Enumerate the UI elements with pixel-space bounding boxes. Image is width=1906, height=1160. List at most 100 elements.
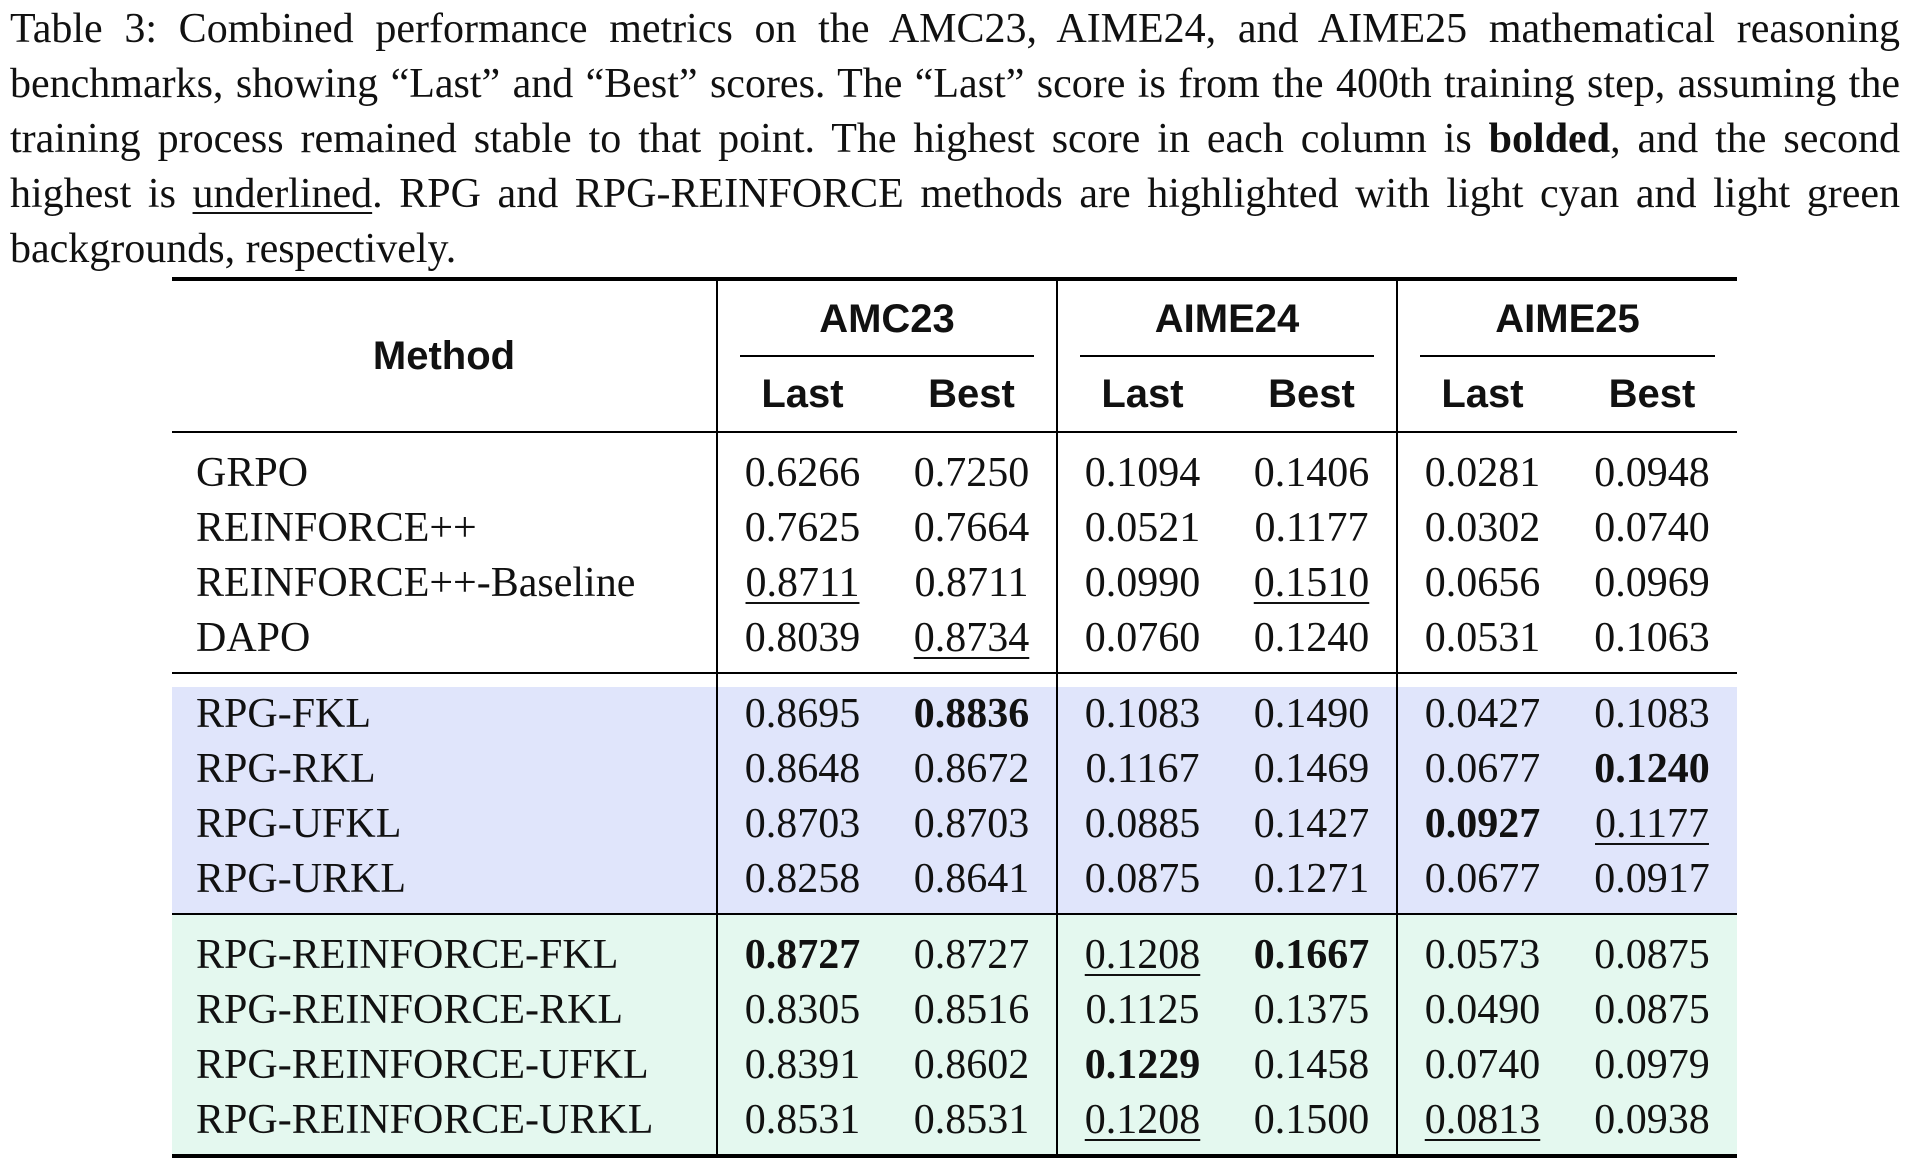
value-cell: 0.1240 [1253,615,1370,661]
table-caption: Table 3: Combined performance metrics on… [10,2,1900,277]
group-header-amc23: AMC23 [716,279,1057,357]
value-cell-second-best: 0.1177 [1595,801,1709,847]
section-spacer [172,913,1737,928]
table-row: RPG-REINFORCE-URKL 0.8531 0.8531 0.1208 … [172,1093,1737,1148]
caption-text-2: , and the second highest is [10,116,1900,217]
value-cell-second-best: 0.8711 [745,560,860,606]
value-cell-second-best: 0.1208 [1084,932,1201,978]
value-cell: 0.8641 [887,852,1057,907]
value-cell: 0.8039 [716,611,887,666]
value-cell: 0.1469 [1227,742,1397,797]
method-cell: RPG-REINFORCE-UFKL [172,1038,717,1093]
value-cell: 0.8727 [887,928,1057,983]
table-row: RPG-REINFORCE-RKL 0.8305 0.8516 0.1125 0… [172,983,1737,1038]
section-spacer [172,431,1737,446]
caption-underlined-word: underlined [192,171,373,217]
value-cell: 0.0677 [1396,742,1567,797]
value-cell-second-best: 0.0813 [1424,1097,1541,1143]
value-cell-best: 0.8727 [716,928,887,983]
group-header-aime25: AIME25 [1396,279,1737,357]
value-cell: 0.1500 [1227,1093,1397,1148]
value-cell: 0.1427 [1227,797,1397,852]
method-cell: GRPO [196,450,309,496]
caption-text-3: . RPG and RPG-REINFORCE methods are high… [10,171,1901,272]
method-cell: RPG-UFKL [172,797,717,852]
value-cell: 0.8305 [716,983,887,1038]
table-row: RPG-REINFORCE-UFKL 0.8391 0.8602 0.1229 … [172,1038,1737,1093]
value-cell: 0.0875 [1567,983,1737,1038]
results-table: Method AMC23 AIME24 AIME25 Last Best Las… [172,277,1737,1158]
section-spacer [172,672,1737,687]
value-cell-best: 0.8836 [887,687,1057,742]
method-cell: REINFORCE++ [196,505,477,551]
value-cell: 0.0760 [1056,611,1227,666]
value-cell: 0.1271 [1227,852,1397,907]
value-cell: 0.8703 [716,797,887,852]
caption-bold-word: bolded [1488,116,1611,162]
value-cell: 0.1167 [1056,742,1227,797]
value-cell: 0.8531 [887,1093,1057,1148]
value-cell: 0.0521 [1056,501,1227,556]
value-cell: 0.8695 [716,687,887,742]
method-column-header: Method [372,333,516,378]
value-cell: 0.0740 [1396,1038,1567,1093]
value-cell: 0.8672 [887,742,1057,797]
method-cell: RPG-RKL [172,742,717,797]
value-cell: 0.6266 [716,446,887,501]
value-cell: 0.0531 [1396,611,1567,666]
value-cell: 0.0677 [1396,852,1567,907]
section-spacer [172,1148,1737,1158]
method-cell: RPG-REINFORCE-URKL [172,1093,717,1148]
value-cell: 0.1458 [1227,1038,1397,1093]
value-cell: 0.8531 [716,1093,887,1148]
value-cell: 0.8711 [914,560,1029,606]
table-row: RPG-REINFORCE-FKL 0.8727 0.8727 0.1208 0… [172,928,1737,983]
header-row-subheaders: Last Best Last Best Last Best [172,357,1737,432]
method-cell: DAPO [196,615,311,661]
value-cell: 0.0302 [1396,501,1567,556]
subheader-aime25-last: Last [1396,357,1567,432]
value-cell: 0.0885 [1056,797,1227,852]
caption-text-1: Table 3: Combined performance metrics on… [10,6,1900,162]
value-cell: 0.8258 [716,852,887,907]
value-cell: 0.8602 [887,1038,1057,1093]
value-cell: 0.7250 [913,450,1030,496]
table-row: REINFORCE++ 0.7625 0.7664 0.0521 0.1177 … [172,501,1737,556]
value-cell: 0.1063 [1594,615,1710,661]
method-cell: RPG-URKL [172,852,717,907]
value-cell: 0.0938 [1567,1093,1737,1148]
subheader-amc23-best: Best [928,371,1015,416]
value-cell-best: 0.1240 [1567,742,1737,797]
value-cell: 0.0875 [1567,928,1737,983]
value-cell-second-best: 0.8734 [913,615,1030,661]
value-cell: 0.7664 [913,505,1030,551]
subheader-aime24-last: Last [1056,357,1227,432]
section-spacer [172,907,1737,914]
value-cell: 0.0427 [1396,687,1567,742]
value-cell: 0.0573 [1396,928,1567,983]
value-cell-best: 0.1667 [1227,928,1397,983]
value-cell: 0.1406 [1253,450,1370,496]
value-cell: 0.1375 [1227,983,1397,1038]
table-row: RPG-UFKL 0.8703 0.8703 0.0885 0.1427 0.0… [172,797,1737,852]
method-cell: RPG-REINFORCE-RKL [172,983,717,1038]
group-header-aime24: AIME24 [1056,279,1397,357]
table-body: GRPO 0.6266 0.7250 0.1094 0.1406 0.0281 … [172,431,1737,1158]
value-cell-best: 0.1229 [1056,1038,1227,1093]
table-row: RPG-FKL 0.8695 0.8836 0.1083 0.1490 0.04… [172,687,1737,742]
value-cell-best: 0.0927 [1396,797,1567,852]
value-cell: 0.0917 [1567,852,1737,907]
header-row-groups: Method AMC23 AIME24 AIME25 [172,279,1737,378]
method-cell: REINFORCE++-Baseline [196,560,636,606]
value-cell: 0.8648 [716,742,887,797]
table-row: GRPO 0.6266 0.7250 0.1094 0.1406 0.0281 … [172,446,1737,501]
method-cell: RPG-FKL [172,687,717,742]
value-cell: 0.0979 [1567,1038,1737,1093]
value-cell: 0.1125 [1056,983,1227,1038]
value-cell: 0.1083 [1056,687,1227,742]
results-table-container: Method AMC23 AIME24 AIME25 Last Best Las… [172,277,1737,1158]
value-cell: 0.8516 [887,983,1057,1038]
value-cell: 0.1177 [1254,505,1369,551]
value-cell: 0.1083 [1567,687,1737,742]
value-cell: 0.0875 [1056,852,1227,907]
